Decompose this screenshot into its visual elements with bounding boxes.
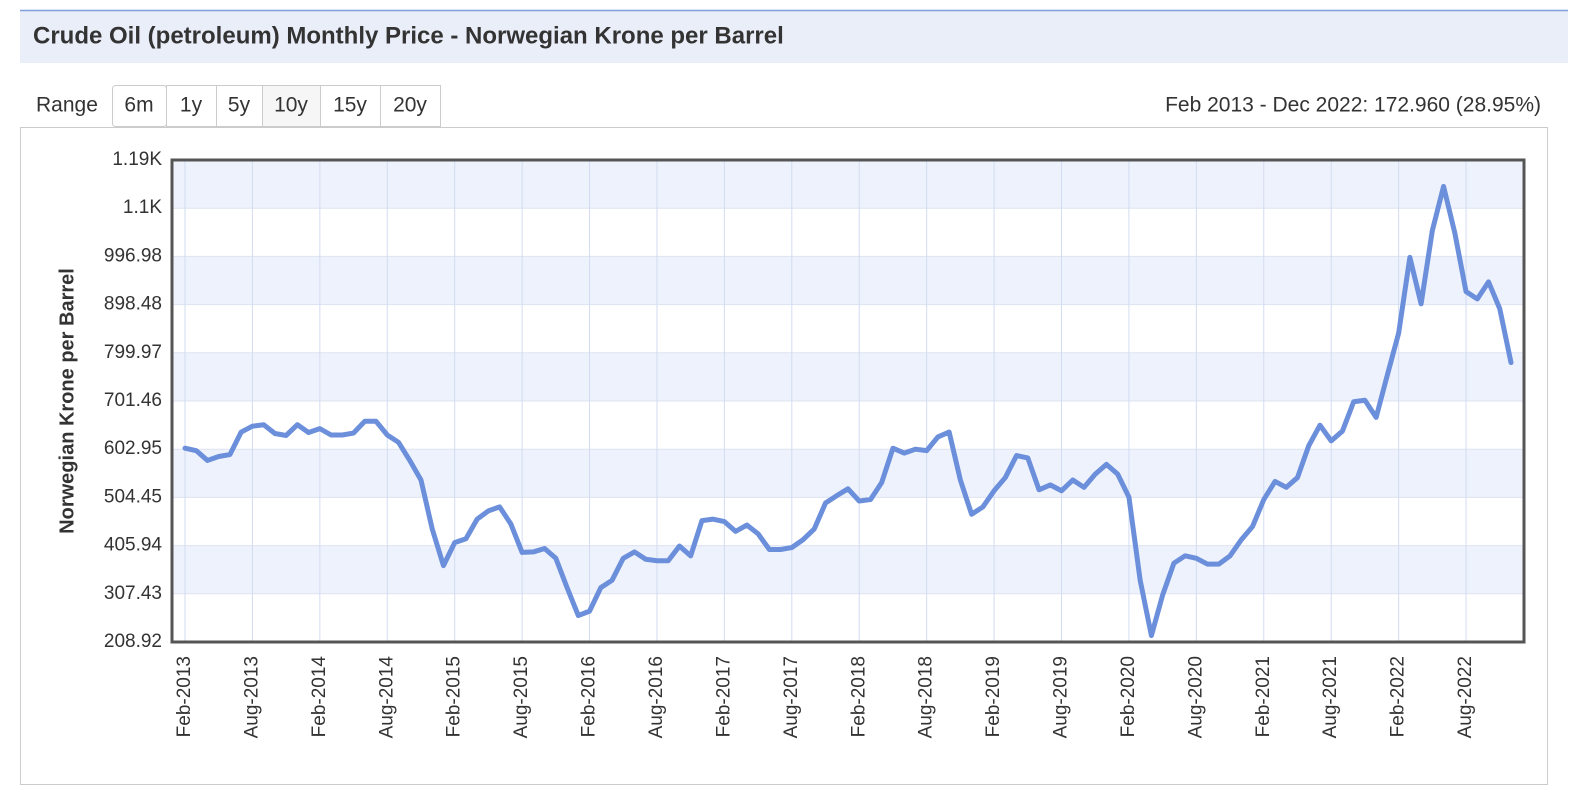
grid-band [172,352,1524,401]
y-tick-label: 898.48 [104,294,162,315]
title-bar [20,10,1568,63]
x-tick-label: Feb-2014 [309,656,330,738]
y-axis-title: Norwegian Krone per Barrel [56,268,78,534]
x-tick-label: Aug-2021 [1320,656,1341,738]
range-button-label: 15y [333,94,367,117]
range-button-label: 6m [124,94,153,117]
y-tick-label: 602.95 [104,438,162,459]
range-button-bg [320,85,381,127]
range-button[interactable]: 5y [216,85,263,127]
x-tick-label: Feb-2020 [1118,656,1139,737]
y-tick-label: 701.46 [104,390,162,411]
range-button-label: 20y [393,94,427,117]
x-tick-label: Aug-2013 [241,656,262,738]
y-tick-label: 996.98 [104,245,162,266]
x-tick-label: Feb-2018 [848,656,869,737]
range-buttons: 6m 1y 5y 10y 15y 20y [112,85,441,127]
range-button-bg [216,85,263,127]
y-tick-label: 208.92 [104,631,162,652]
data-line [182,183,1514,639]
x-tick-label: Aug-2017 [781,656,802,738]
range-button-bg [380,85,441,127]
x-tick-label: Aug-2015 [511,656,532,738]
range-button-label: 1y [180,94,203,117]
x-tick-label: Feb-2021 [1253,656,1274,737]
x-tick-label: Feb-2019 [983,656,1004,737]
range-button-label: 5y [228,94,251,117]
x-tick-label: Aug-2020 [1185,656,1206,738]
y-tick-label: 504.45 [104,486,162,507]
range-button-label: 10y [274,94,308,117]
range-button[interactable]: 20y [380,85,441,127]
x-tick-label: Feb-2022 [1388,656,1409,737]
x-tick-label: Aug-2016 [646,656,667,738]
range-button[interactable]: 6m [112,85,167,127]
range-button[interactable]: 15y [320,85,381,127]
range-button[interactable]: 1y [166,85,217,127]
y-tick-label: 1.19K [112,149,162,170]
range-label: Range [36,94,98,117]
x-tick-label: Feb-2016 [579,656,600,737]
range-button[interactable]: 10y [262,85,321,127]
y-tick-label: 799.97 [104,342,162,363]
page-title: Crude Oil (petroleum) Monthly Price - No… [33,22,784,49]
x-tick-label: Feb-2013 [174,656,195,737]
x-tick-label: Aug-2014 [376,656,397,739]
y-tick-label: 307.43 [104,583,162,604]
grid-band [172,545,1524,594]
plot-area: 208.92 307.43 405.94 504.45 602.95 701.46 799.… [56,149,1526,739]
y-tick-label: 1.1K [123,197,162,218]
x-tick-label: Aug-2022 [1455,656,1476,738]
range-button-bg [262,85,321,127]
plot-border [170,158,1526,644]
x-tick-label: Feb-2017 [713,656,734,737]
range-summary: Feb 2013 - Dec 2022: 172.960 (28.95%) [1165,94,1541,117]
x-tick-label: Aug-2019 [1051,656,1072,738]
y-tick-label: 405.94 [104,535,163,556]
range-button-bg [166,85,217,127]
grid-band [172,256,1524,305]
x-tick-label: Aug-2018 [916,656,937,738]
grid-band [172,160,1524,209]
x-tick-label: Feb-2015 [444,656,465,737]
